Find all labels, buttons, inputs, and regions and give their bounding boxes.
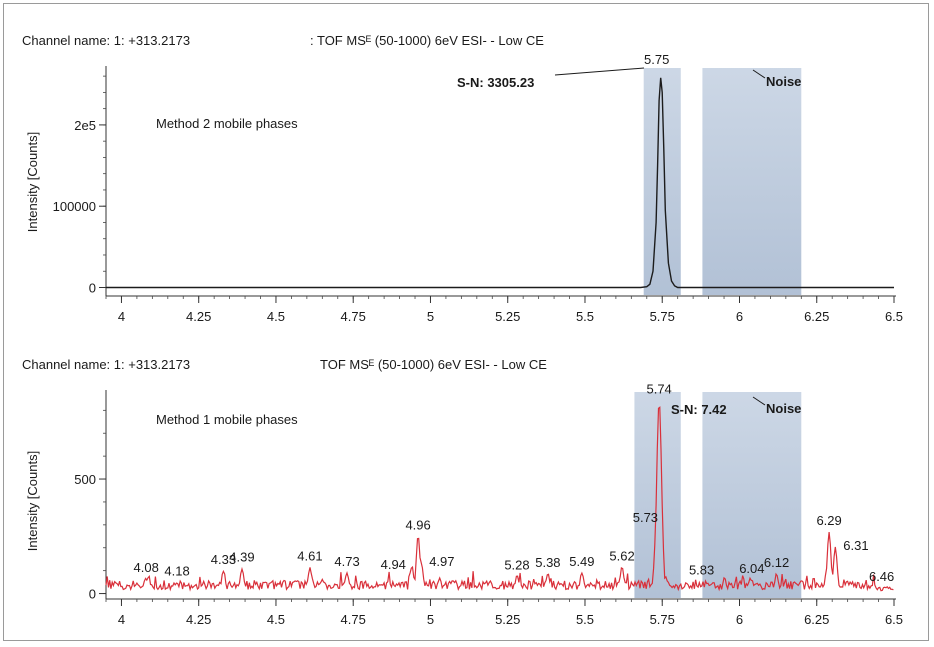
noise-region — [702, 392, 802, 598]
peak-label: 6.31 — [843, 538, 868, 553]
x-tick-label: 4.5 — [267, 612, 285, 627]
peak-label: 4.96 — [405, 517, 430, 532]
peak-label: 5.49 — [569, 554, 594, 569]
peak-label: 5.83 — [689, 562, 714, 577]
axes: 4 4.25 4.5 4.75 5 5.25 5.5 5.75 6 6.25 6.5 0 100000 2… — [53, 66, 903, 324]
trace-layer — [106, 77, 894, 289]
x-tick-label: 5.25 — [495, 309, 520, 324]
x-tick-label: 5.75 — [650, 612, 675, 627]
sn-leader-line — [554, 67, 645, 76]
peak-label: 5.73 — [633, 510, 658, 525]
noise-label: Noise — [766, 74, 801, 89]
peak-label: 4.18 — [164, 563, 189, 578]
y-tick-label: 0 — [89, 280, 96, 295]
peak-label: 4.94 — [381, 557, 406, 572]
peak-label: 6.04 — [739, 561, 764, 576]
y-axis-label: Intensity [Counts] — [25, 132, 40, 232]
y-tick-label: 0 — [89, 587, 96, 602]
peak-label: 5.75 — [644, 52, 669, 67]
peak-annotation-group: 5.75 S-N: 3305.23 Noise — [457, 52, 801, 90]
noise-leader-line — [752, 69, 766, 79]
peak-label: 4.33 — [211, 552, 236, 567]
x-tick-label: 5.5 — [576, 612, 594, 627]
chart-panel-method-2: Channel name: 1: +313.2173 : TOF MSᴱ (50… — [22, 33, 903, 324]
peak-label: 5.74 — [646, 381, 671, 396]
noise-label: Noise — [766, 401, 801, 416]
x-tick-label: 6.5 — [885, 612, 903, 627]
region-layer — [643, 68, 802, 295]
x-tick-label: 6 — [736, 612, 743, 627]
peak-label: 4.73 — [334, 554, 359, 569]
x-tick-label: 5.75 — [650, 309, 675, 324]
peak-label: 4.08 — [134, 560, 159, 575]
chromatogram-trace — [105, 406, 894, 592]
method-label: Method 2 mobile phases — [156, 116, 298, 131]
x-tick-label: 4.5 — [267, 309, 285, 324]
peak-label: 5.62 — [609, 548, 634, 563]
y-tick-label: 500 — [74, 472, 96, 487]
x-tick-label: 6.5 — [885, 309, 903, 324]
peak-label: 4.97 — [429, 554, 454, 569]
chart-panel-method-1: Channel name: 1: +313.2173 TOF MSᴱ (50-1… — [22, 357, 903, 627]
channel-header-right: : TOF MSᴱ (50-1000) 6eV ESI- - Low CE — [310, 33, 544, 48]
axes: 4 4.25 4.5 4.75 5 5.25 5.5 5.75 6 6.25 6.5 0 500 — [74, 390, 903, 627]
x-tick-label: 5.25 — [495, 612, 520, 627]
peak-label: 5.28 — [504, 558, 529, 573]
chromatogram-figure: Channel name: 1: +313.2173 : TOF MSᴱ (50… — [22, 33, 903, 627]
peak-label: 6.12 — [764, 555, 789, 570]
sn-label: S-N: 3305.23 — [457, 75, 534, 90]
method-label: Method 1 mobile phases — [156, 412, 298, 427]
x-tick-label: 4 — [118, 612, 125, 627]
y-axis-label: Intensity [Counts] — [25, 451, 40, 551]
x-tick-label: 6 — [736, 309, 743, 324]
channel-header-left: Channel name: 1: +313.2173 — [22, 357, 190, 372]
trace-layer — [105, 406, 894, 592]
x-tick-label: 4.25 — [186, 612, 211, 627]
peak-label: 4.39 — [229, 550, 254, 565]
peak-label: 6.46 — [869, 569, 894, 584]
x-tick-label: 4.25 — [186, 309, 211, 324]
sn-label: S-N: 7.42 — [671, 402, 727, 417]
channel-header-right: TOF MSᴱ (50-1000) 6eV ESI- - Low CE — [320, 357, 547, 372]
noise-leader-line — [752, 396, 766, 406]
x-tick-label: 5 — [427, 309, 434, 324]
noise-region — [702, 68, 802, 295]
peak-label: 4.61 — [297, 548, 322, 563]
channel-header-left: Channel name: 1: +313.2173 — [22, 33, 190, 48]
y-tick-label: 2e5 — [74, 118, 96, 133]
peak-label-layer: 4.08 4.18 4.334.39 4.61 4.73 4.94 4.96 4.97 5.28… — [134, 381, 895, 584]
peak-label: 5.38 — [535, 555, 560, 570]
x-tick-label: 6.25 — [804, 309, 829, 324]
figure-frame: Channel name: 1: +313.2173 : TOF MSᴱ (50… — [3, 3, 929, 641]
x-tick-label: 6.25 — [804, 612, 829, 627]
y-tick-label: 100000 — [53, 199, 96, 214]
chromatogram-trace — [106, 77, 894, 289]
x-tick-label: 4 — [118, 309, 125, 324]
x-tick-label: 4.75 — [341, 309, 366, 324]
x-tick-label: 5 — [427, 612, 434, 627]
peak-annotation-group: S-N: 7.42 Noise — [671, 396, 801, 417]
peak-label: 6.29 — [816, 513, 841, 528]
x-tick-label: 5.5 — [576, 309, 594, 324]
x-tick-label: 4.75 — [341, 612, 366, 627]
